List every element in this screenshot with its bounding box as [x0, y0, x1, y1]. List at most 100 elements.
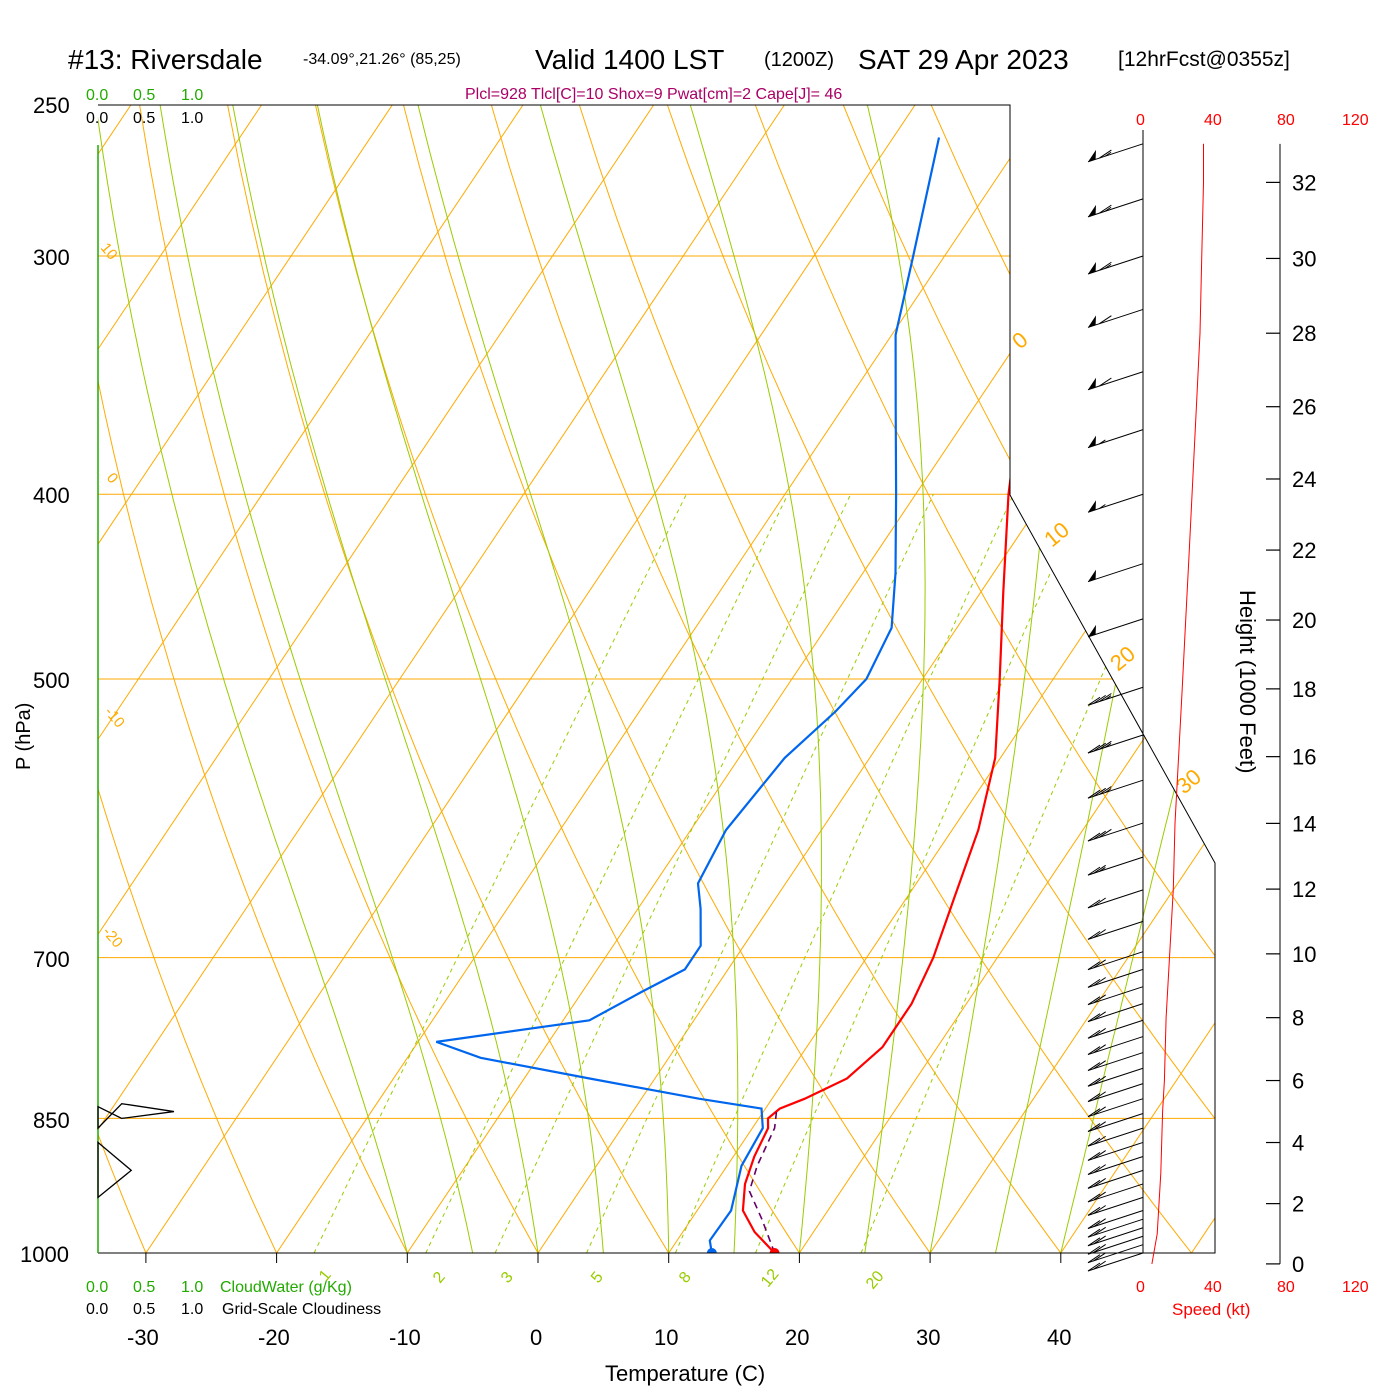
wind-barb-staff [1087, 951, 1144, 971]
wind-barb-feather [1087, 1123, 1101, 1132]
wind-barb [1087, 1052, 1144, 1072]
isotherm-label: 0 [103, 470, 121, 487]
speed-ticks-top: 0 40 80 120 [1136, 112, 1369, 129]
temp-tick: 30 [916, 1325, 940, 1350]
isotherm-line [98, 105, 262, 1253]
wind-barb-feather [1087, 930, 1101, 940]
wind-barb-feather [1087, 899, 1101, 909]
height-tick: 18 [1292, 677, 1316, 702]
temp-tick: 0 [530, 1325, 542, 1350]
wind-barb-feather [1093, 1060, 1106, 1070]
wind-barb-feather [1093, 1044, 1106, 1054]
dry-adiabat-line [98, 105, 147, 1253]
temp-tick: -20 [258, 1325, 290, 1350]
wind-barb-feather [1093, 1243, 1106, 1253]
wind-barb [1087, 1252, 1144, 1272]
moist-adiabat-line [98, 105, 408, 1253]
height-tick: 24 [1292, 467, 1316, 492]
dry-adiabat-line [0, 105, 15, 1253]
wind-barb [1087, 1067, 1144, 1087]
wind-barb-feather [1087, 1254, 1101, 1264]
wind-barb [1087, 968, 1144, 988]
wind-barb-feather [1087, 961, 1101, 971]
wind-barb-feather [1099, 377, 1112, 387]
wind-barb-feather [1087, 1220, 1101, 1229]
wind-barb-staff [1087, 1183, 1144, 1203]
wind-barb-feather [1093, 694, 1106, 704]
dry-adiabat-line [578, 105, 1192, 1253]
wind-barb-feather [1093, 1106, 1106, 1116]
isotherm-label: 20 [1105, 641, 1140, 676]
wind-barb-feather [1099, 786, 1112, 795]
speed-tick: 120 [1342, 112, 1369, 129]
wind-barb [1087, 1036, 1144, 1056]
cloudiness-tick: 0.5 [133, 110, 155, 127]
wind-barb [1087, 1141, 1144, 1161]
wind-barb-staff [1087, 618, 1144, 638]
wind-barb-half-feather [1104, 206, 1112, 212]
cloudiness-tick: 0.0 [86, 110, 108, 127]
dry-adiabat-line [227, 105, 670, 1253]
isotherm-label: 10 [1039, 517, 1074, 552]
wind-barb-feather [1087, 866, 1101, 876]
wind-barb-flag [1088, 149, 1096, 162]
wind-barb-staff [1087, 1052, 1144, 1072]
mixing-ratio-line [313, 493, 687, 1253]
isotherm-label: -10 [101, 704, 128, 732]
speed-tick: 0 [1136, 1279, 1145, 1296]
height-tick: 28 [1292, 321, 1316, 346]
wind-barb-feather [1093, 1027, 1106, 1037]
plot-frame [97, 104, 1216, 1263]
wind-barb-staff [1087, 968, 1144, 988]
wind-barb-feather [1087, 744, 1101, 754]
cloudiness-tick: 0.0 [86, 1301, 108, 1318]
temperature-profile-line [741, 137, 1046, 1253]
wind-barb-staff [1087, 1003, 1144, 1023]
wind-barb-staff [1087, 889, 1144, 909]
dry-adiabat-line [98, 105, 278, 1253]
wind-barb-feather [1099, 204, 1112, 214]
wind-barb [1087, 143, 1144, 163]
wind-barb-staff [1087, 143, 1144, 163]
wind-barb-feather [1093, 977, 1106, 986]
cloudwater-tick: 1.0 [181, 87, 203, 104]
dry-adiabat-line [315, 105, 800, 1253]
wind-barb-feather [1087, 1262, 1101, 1272]
wind-barb-feather [1087, 1237, 1101, 1247]
wind-barb-staff [1087, 1235, 1144, 1255]
wind-barb-staff [1087, 734, 1144, 754]
wind-barb [1087, 618, 1144, 638]
wind-barb-staff [1087, 779, 1144, 799]
cloudiness-tick: 1.0 [181, 110, 203, 127]
temp-tick: 20 [785, 1325, 809, 1350]
speed-tick: 40 [1204, 1279, 1222, 1296]
wind-barb [1087, 856, 1144, 876]
height-tick: 2 [1292, 1192, 1304, 1217]
plot-border [98, 104, 1216, 1254]
speed-axis-label: Speed (kt) [1172, 1300, 1250, 1319]
wind-barb-feather [1087, 1228, 1101, 1238]
wind-barb-staff [1087, 429, 1144, 449]
wind-barb-half-feather [1099, 439, 1106, 445]
wind-barb-half-feather [1099, 866, 1106, 872]
wind-barb-feather [1093, 742, 1106, 752]
surface-dewpoint-dot [706, 1248, 717, 1253]
height-tick: 26 [1292, 395, 1316, 420]
dry-adiabat-line [490, 105, 1062, 1253]
cloudiness-label: Grid-Scale Cloudiness [222, 1301, 381, 1318]
cloudwater-tick: 0.5 [133, 87, 155, 104]
wind-barb [1087, 1127, 1144, 1147]
wind-barb-staff [1087, 686, 1144, 706]
wind-barb-feather [1093, 1260, 1106, 1270]
dry-adiabat-line [403, 105, 931, 1253]
wind-barbs [1087, 143, 1144, 1272]
mixing-ratio-label: 12 [758, 1266, 783, 1291]
wind-barb-feather [1093, 1226, 1106, 1236]
mixing-ratio-line [674, 493, 1014, 1253]
wind-barb-feather [1093, 1121, 1106, 1131]
wind-barb-feather [1093, 1135, 1106, 1145]
wind-barb-staff [1087, 1113, 1144, 1133]
dry-adiabat-line [1371, 105, 1400, 1253]
wind-barb-staff [1087, 1036, 1144, 1056]
mixing-ratio-line [860, 494, 1181, 1253]
